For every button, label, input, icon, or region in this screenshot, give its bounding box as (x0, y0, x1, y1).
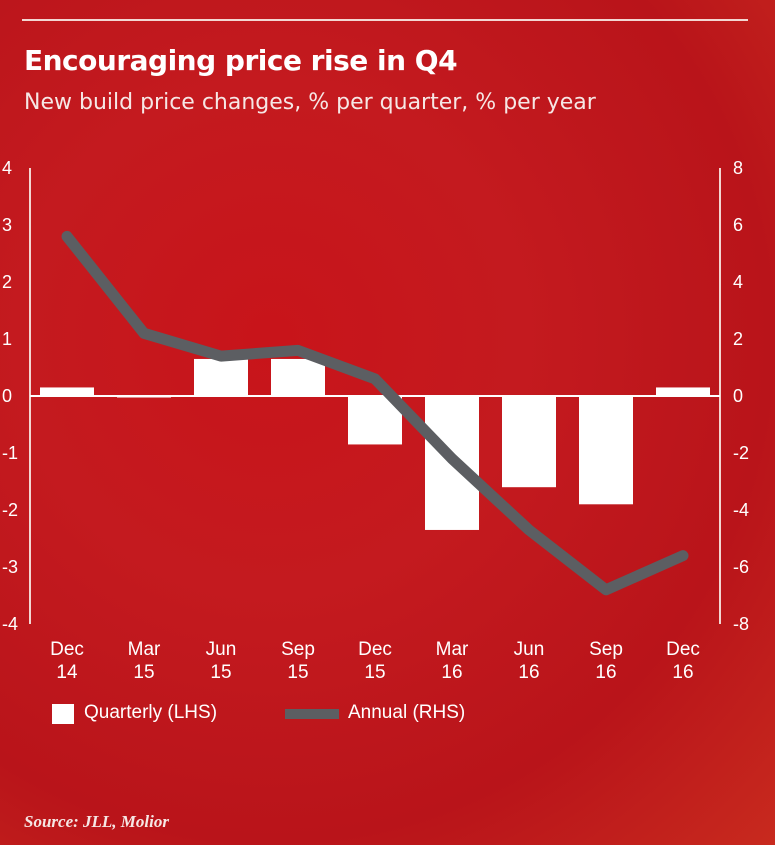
quarterly-bar (271, 358, 325, 396)
annual-line (61, 230, 689, 596)
quarterly-bar (656, 387, 710, 396)
y-right-tick-label: 6 (733, 215, 743, 235)
y-right-tick-label: 2 (733, 329, 743, 349)
y-right-tick-label: -8 (733, 614, 749, 634)
quarterly-bar (194, 358, 248, 396)
x-tick-label-year: 15 (210, 662, 231, 683)
chart-title: Encouraging price rise in Q4 (24, 44, 458, 77)
y-left-tick-label: 3 (2, 215, 12, 235)
y-left-tick-label: 1 (2, 329, 12, 349)
y-right-tick-label: 0 (733, 386, 743, 406)
legend-label-quarterly: Quarterly (LHS) (84, 702, 218, 723)
quarterly-bar (579, 396, 633, 505)
x-tick-label-month: Dec (358, 639, 392, 660)
x-tick-label-year: 15 (364, 662, 385, 683)
x-tick-label-month: Jun (514, 639, 545, 660)
x-tick-label-month: Mar (436, 639, 469, 660)
legend-label-annual: Annual (RHS) (348, 702, 466, 723)
x-tick-label-year: 16 (518, 662, 539, 683)
chart-area: 43210-1-2-3-486420-2-4-6-8Dec14Mar15Jun1… (2, 158, 749, 683)
x-tick-label-year: 16 (595, 662, 616, 683)
quarterly-bar (502, 396, 556, 488)
y-left-tick-label: 2 (2, 272, 12, 292)
legend-swatch-quarterly (52, 704, 74, 724)
y-left-tick-label: -2 (2, 500, 18, 520)
quarterly-bar (40, 387, 94, 396)
top-rule (22, 19, 748, 21)
x-tick-label-month: Sep (281, 639, 315, 660)
y-right-tick-label: -6 (733, 557, 749, 577)
x-tick-label-year: 16 (672, 662, 693, 683)
x-tick-label-year: 16 (441, 662, 462, 683)
y-left-tick-label: -3 (2, 557, 18, 577)
y-right-tick-label: 4 (733, 272, 743, 292)
chart-subtitle: New build price changes, % per quarter, … (24, 90, 596, 115)
source-note: Source: JLL, Molior (24, 812, 169, 831)
y-left-tick-label: -4 (2, 614, 18, 634)
y-left-tick-label: -1 (2, 443, 18, 463)
x-tick-label-month: Dec (666, 639, 700, 660)
x-tick-label-month: Mar (128, 639, 161, 660)
y-right-tick-label: 8 (733, 158, 743, 178)
x-tick-label-month: Sep (589, 639, 623, 660)
x-tick-label-year: 15 (133, 662, 154, 683)
y-left-tick-label: 0 (2, 386, 12, 406)
x-tick-label-year: 15 (287, 662, 308, 683)
x-tick-label-year: 14 (56, 662, 78, 683)
legend-swatch-annual (285, 709, 339, 719)
y-right-tick-label: -4 (733, 500, 749, 520)
x-tick-label-month: Dec (50, 639, 84, 660)
y-left-tick-label: 4 (2, 158, 12, 178)
y-right-tick-label: -2 (733, 443, 749, 463)
x-tick-label-month: Jun (206, 639, 237, 660)
